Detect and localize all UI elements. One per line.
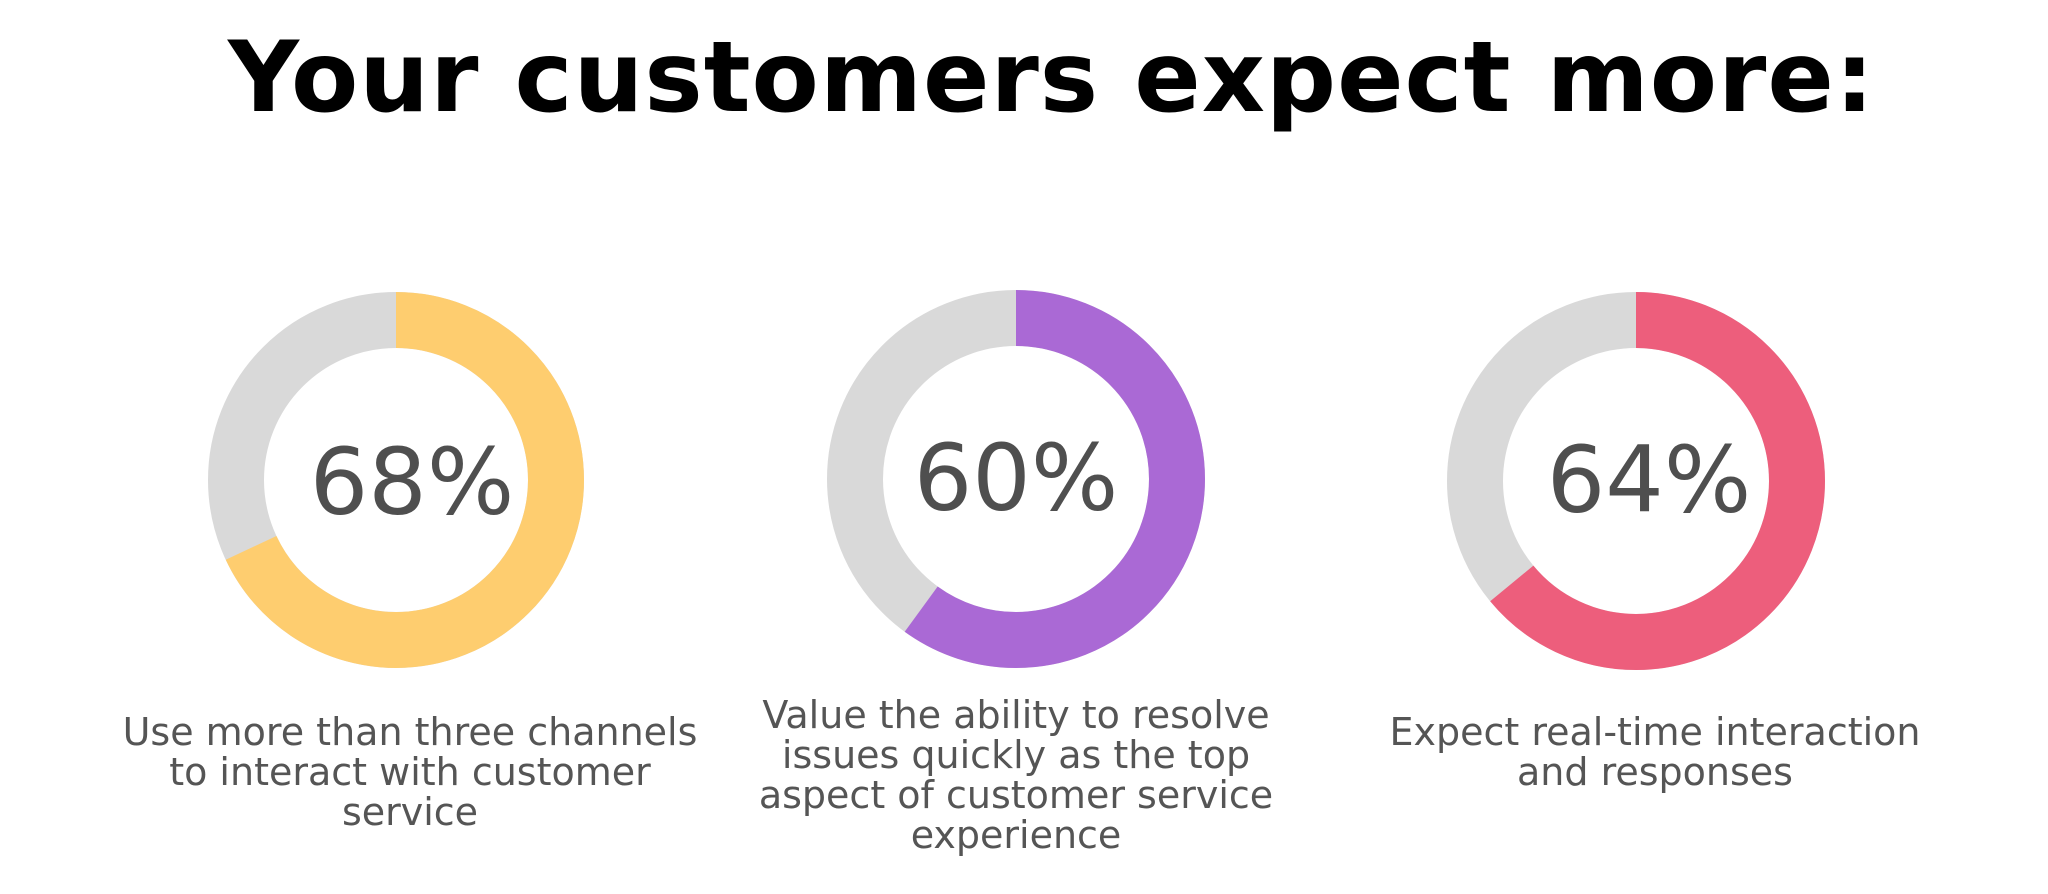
donut-caption: Value the ability to resolve issues quic… (758, 693, 1274, 857)
donut-value-arc (1447, 292, 1825, 670)
donut-value-arc (827, 290, 1205, 668)
page-title: Your customers expect more: (228, 21, 1876, 135)
donut-value-arc (208, 292, 584, 668)
donut-percent-label: 68% (310, 429, 514, 536)
donut-caption: Use more than three channels to interact… (122, 710, 698, 834)
donut-chart-resolve-issues: 60% (827, 290, 1205, 668)
donut-percent-label: 60% (914, 425, 1118, 532)
donut-chart-real-time: 64% (1447, 292, 1825, 670)
donut-caption: Expect real-time interaction and respons… (1389, 710, 1921, 794)
donut-chart-channels: 68% (208, 292, 584, 668)
donut-percent-label: 64% (1547, 427, 1751, 534)
